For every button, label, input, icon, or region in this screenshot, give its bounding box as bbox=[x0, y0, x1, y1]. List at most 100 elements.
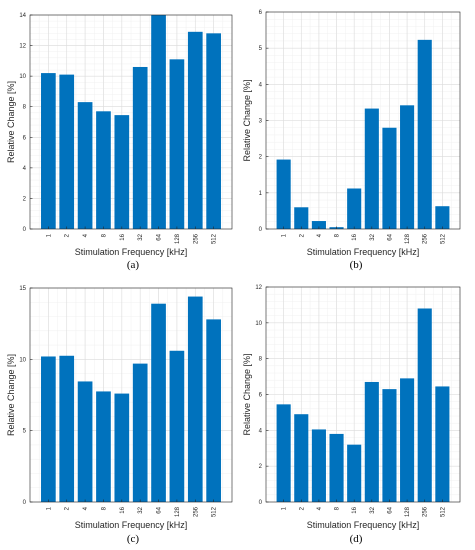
x-tick-label: 1 bbox=[46, 506, 52, 510]
y-tick-label: 0 bbox=[23, 500, 27, 506]
panel-label: (d) bbox=[350, 533, 363, 545]
bar-1 bbox=[41, 73, 56, 229]
bar-4 bbox=[77, 381, 93, 502]
y-tick-label: 5 bbox=[23, 429, 27, 435]
bar-32 bbox=[364, 381, 379, 502]
bar-4 bbox=[311, 221, 326, 229]
bar-8 bbox=[329, 433, 344, 502]
bar-128 bbox=[169, 59, 185, 230]
y-tick-label: 10 bbox=[19, 357, 26, 363]
x-tick-label: 4 bbox=[317, 233, 323, 237]
x-tick-label: 16 bbox=[352, 506, 358, 513]
bar-16 bbox=[347, 444, 362, 502]
x-tick-label: 256 bbox=[423, 233, 429, 244]
x-tick-label: 4 bbox=[317, 506, 323, 510]
bar-64 bbox=[382, 389, 397, 502]
bar-512 bbox=[206, 319, 221, 502]
x-tick-label: 64 bbox=[157, 506, 163, 513]
x-tick-label: 4 bbox=[83, 233, 89, 237]
axes-box bbox=[29, 287, 233, 503]
bar-32 bbox=[132, 363, 148, 502]
y-tick-label: 8 bbox=[259, 357, 263, 363]
y-axis-title: Relative Change [%] bbox=[6, 354, 16, 436]
bar-16 bbox=[114, 115, 130, 229]
bar-256 bbox=[417, 39, 432, 230]
bar-8 bbox=[96, 111, 111, 229]
x-axis-title: Stimulation Frequency [kHz] bbox=[307, 520, 420, 530]
bar-32 bbox=[364, 108, 379, 229]
y-axis-title: Relative Change [%] bbox=[6, 81, 16, 163]
x-axis-title: Stimulation Frequency [kHz] bbox=[75, 520, 188, 530]
y-tick-label: 4 bbox=[259, 428, 263, 434]
x-tick-label: 32 bbox=[138, 233, 144, 240]
y-tick-label: 10 bbox=[19, 74, 26, 80]
x-tick-label: 8 bbox=[335, 506, 341, 510]
x-tick-label: 16 bbox=[352, 233, 358, 240]
bar-8 bbox=[96, 391, 111, 502]
chart-panel-3: 0 5 10 15 1 2 4 8 16 32 64 128 256 512 Stimulation Fre… bbox=[6, 286, 233, 545]
y-axis-title: Relative Change [%] bbox=[242, 79, 252, 161]
bar-2 bbox=[59, 74, 75, 229]
x-tick-label: 64 bbox=[387, 233, 393, 240]
x-tick-label: 64 bbox=[387, 506, 393, 513]
y-tick-label: 2 bbox=[259, 464, 263, 470]
x-tick-label: 1 bbox=[46, 233, 52, 237]
axes-box bbox=[29, 14, 233, 230]
bar-512 bbox=[206, 33, 221, 229]
x-tick-label: 128 bbox=[405, 233, 411, 244]
bar-16 bbox=[114, 393, 130, 502]
y-tick-label: 0 bbox=[23, 227, 27, 233]
y-tick-label: 15 bbox=[19, 286, 26, 292]
x-tick-label: 16 bbox=[120, 506, 126, 513]
x-tick-label: 8 bbox=[101, 233, 107, 237]
x-tick-label: 1 bbox=[282, 233, 288, 237]
x-tick-label: 64 bbox=[157, 233, 163, 240]
x-tick-label: 256 bbox=[423, 506, 429, 517]
x-tick-label: 128 bbox=[175, 233, 181, 244]
bar-32 bbox=[132, 66, 148, 229]
bar-128 bbox=[169, 350, 185, 502]
bar-16 bbox=[347, 188, 362, 229]
bar-512 bbox=[435, 386, 450, 502]
bar-256 bbox=[417, 308, 432, 502]
y-tick-label: 0 bbox=[259, 227, 263, 233]
bar-128 bbox=[400, 378, 415, 502]
bar-2 bbox=[294, 207, 309, 229]
bar-1 bbox=[276, 159, 291, 229]
x-tick-label: 512 bbox=[212, 233, 218, 244]
bar-512 bbox=[435, 206, 450, 229]
x-tick-label: 4 bbox=[83, 506, 89, 510]
x-tick-label: 256 bbox=[193, 506, 199, 517]
bar-64 bbox=[151, 303, 166, 502]
bar-1 bbox=[41, 356, 56, 502]
panel-label: (a) bbox=[127, 259, 140, 271]
y-tick-label: 6 bbox=[259, 10, 263, 16]
x-tick-label: 32 bbox=[138, 506, 144, 513]
bar-1 bbox=[276, 404, 291, 502]
bar-4 bbox=[77, 102, 93, 229]
x-tick-label: 128 bbox=[405, 506, 411, 517]
y-tick-label: 6 bbox=[259, 393, 263, 399]
y-tick-label: 6 bbox=[23, 135, 27, 141]
x-tick-label: 2 bbox=[299, 233, 305, 237]
y-tick-label: 8 bbox=[23, 105, 27, 111]
y-tick-label: 12 bbox=[255, 285, 262, 291]
y-tick-label: 2 bbox=[23, 196, 27, 202]
y-tick-label: 3 bbox=[259, 119, 263, 125]
panel-label: (b) bbox=[350, 259, 363, 271]
x-tick-label: 2 bbox=[65, 506, 71, 510]
bar-64 bbox=[151, 15, 166, 229]
y-tick-label: 5 bbox=[259, 46, 263, 52]
y-tick-label: 12 bbox=[19, 44, 26, 50]
y-axis-title: Relative Change [%] bbox=[242, 353, 252, 435]
y-tick-label: 2 bbox=[259, 155, 263, 161]
x-tick-label: 2 bbox=[65, 233, 71, 237]
bar-4 bbox=[311, 429, 326, 502]
y-tick-label: 1 bbox=[259, 191, 263, 197]
x-tick-label: 256 bbox=[193, 233, 199, 244]
x-tick-label: 1 bbox=[282, 506, 288, 510]
x-tick-label: 32 bbox=[370, 233, 376, 240]
